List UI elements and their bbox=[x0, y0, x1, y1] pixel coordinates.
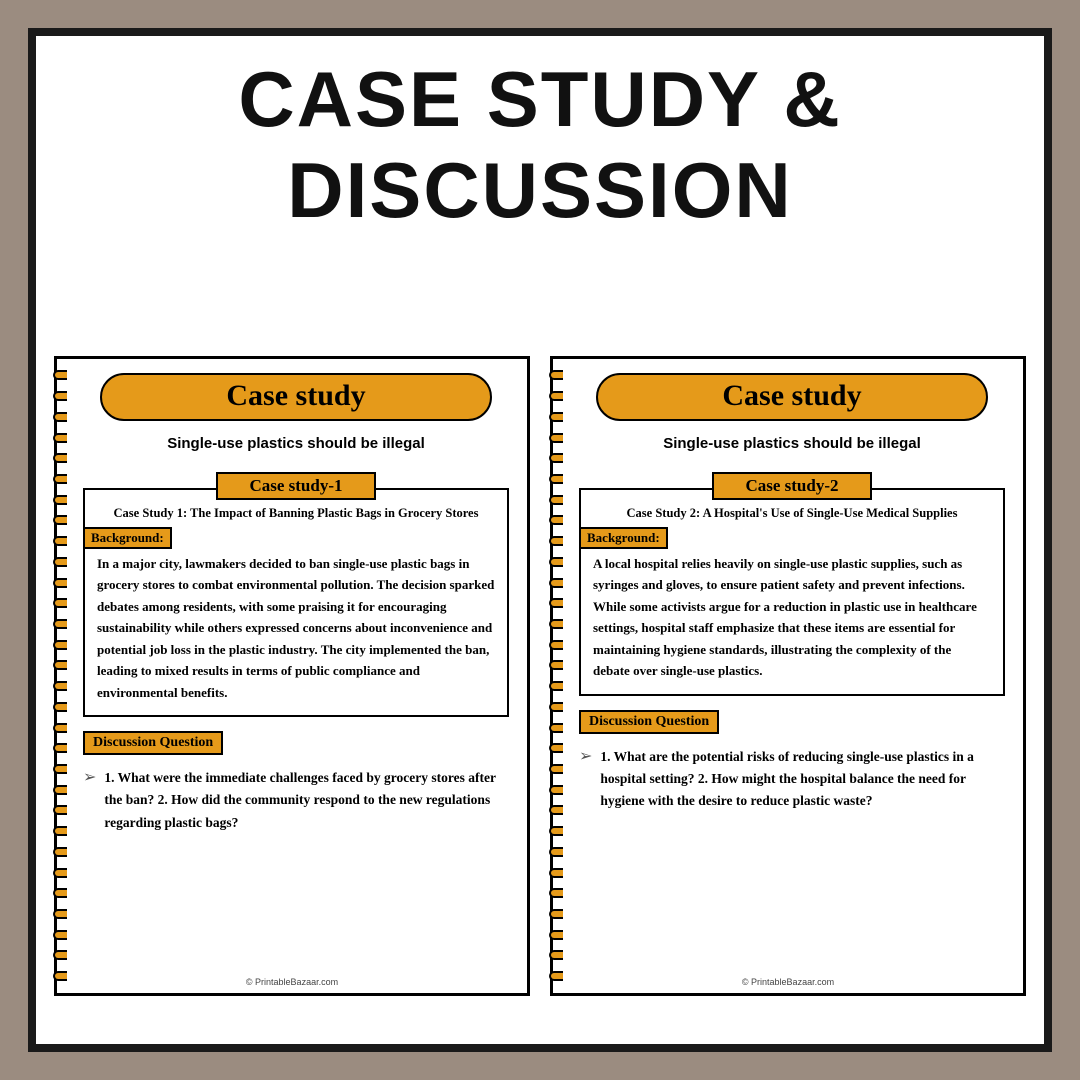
background-label: Background: bbox=[83, 527, 172, 549]
outer-frame: Case study & Discussion Case study Singl… bbox=[28, 28, 1052, 1052]
page-header-text: Case study bbox=[226, 379, 365, 412]
main-title: Case study & Discussion bbox=[36, 54, 1044, 236]
page-subtitle: Single-use plastics should be illegal bbox=[83, 435, 509, 452]
footer-credit: © PrintableBazaar.com bbox=[57, 977, 527, 987]
case-box: Case Study 1: The Impact of Banning Plas… bbox=[83, 488, 509, 717]
bullet-arrow-icon: ➢ bbox=[579, 746, 592, 813]
footer-credit: © PrintableBazaar.com bbox=[553, 977, 1023, 987]
case-title: Case Study 2: A Hospital's Use of Single… bbox=[593, 506, 991, 521]
page-header-pill: Case study bbox=[100, 373, 492, 421]
discussion-row: ➢ 1. What are the potential risks of red… bbox=[579, 746, 1005, 813]
case-number-label: Case study-1 bbox=[216, 472, 376, 500]
pages-row: Case study Single-use plastics should be… bbox=[36, 356, 1044, 996]
page-subtitle: Single-use plastics should be illegal bbox=[579, 435, 1005, 452]
page-header-text: Case study bbox=[722, 379, 861, 412]
discussion-text: 1. What were the immediate challenges fa… bbox=[104, 767, 509, 834]
background-label: Background: bbox=[579, 527, 668, 549]
page-header-pill: Case study bbox=[596, 373, 988, 421]
case-box: Case Study 2: A Hospital's Use of Single… bbox=[579, 488, 1005, 696]
case-title: Case Study 1: The Impact of Banning Plas… bbox=[97, 506, 495, 521]
discussion-question-label: Discussion Question bbox=[83, 731, 223, 755]
case-background-text: A local hospital relies heavily on singl… bbox=[593, 553, 991, 682]
case-background-text: In a major city, lawmakers decided to ba… bbox=[97, 553, 495, 703]
bullet-arrow-icon: ➢ bbox=[83, 767, 96, 834]
worksheet-page-2: Case study Single-use plastics should be… bbox=[550, 356, 1026, 996]
case-number-label: Case study-2 bbox=[712, 472, 872, 500]
worksheet-page-1: Case study Single-use plastics should be… bbox=[54, 356, 530, 996]
discussion-row: ➢ 1. What were the immediate challenges … bbox=[83, 767, 509, 834]
discussion-text: 1. What are the potential risks of reduc… bbox=[600, 746, 1005, 813]
discussion-question-label: Discussion Question bbox=[579, 710, 719, 734]
